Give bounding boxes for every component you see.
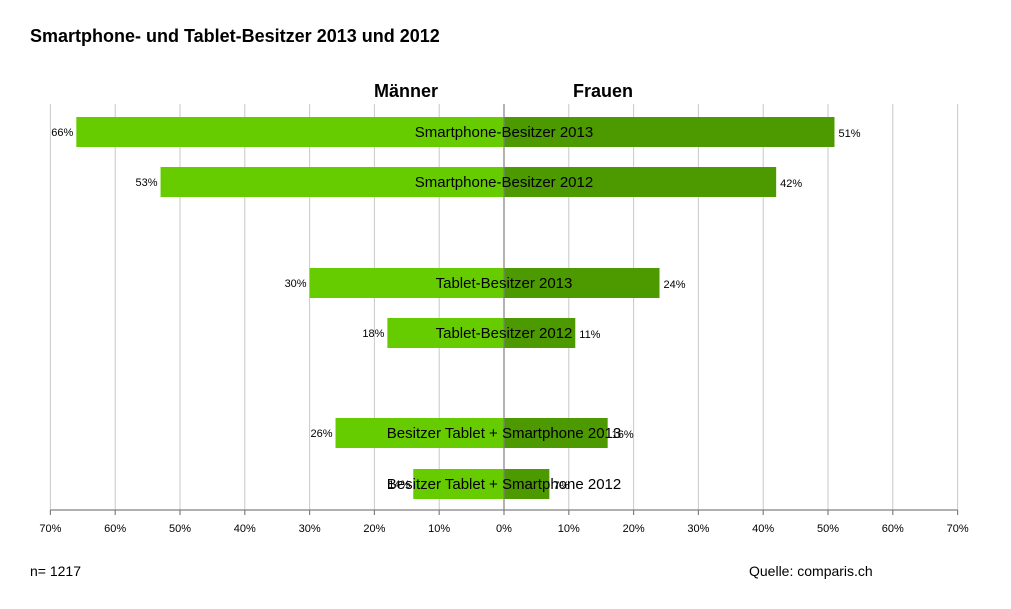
value-label-frauen: 51% <box>838 128 860 140</box>
series-header-frauen: Frauen <box>573 81 633 101</box>
bar-maenner <box>413 469 504 499</box>
x-tick-label: 60% <box>104 523 126 535</box>
bar-frauen <box>504 418 608 448</box>
x-tick-label: 30% <box>299 523 321 535</box>
value-label-maenner: 66% <box>51 127 73 139</box>
x-tick-label: 0% <box>496 523 512 535</box>
axes <box>49 104 959 515</box>
x-tick-label: 70% <box>947 523 969 535</box>
source-label: Quelle: comparis.ch <box>749 563 873 579</box>
x-tick-label: 70% <box>39 523 61 535</box>
x-tick-label: 10% <box>428 523 450 535</box>
bar-maenner <box>76 117 504 147</box>
bar-maenner <box>160 167 504 197</box>
bar-frauen <box>504 268 660 298</box>
category-label: Tablet-Besitzer 2012 <box>436 325 573 342</box>
x-tick-label: 60% <box>882 523 904 535</box>
category-label: Besitzer Tablet + Smartphone 2012 <box>387 476 621 493</box>
value-label-maenner: 14% <box>388 479 410 491</box>
sample-size-label: n= 1217 <box>30 563 81 579</box>
category-label: Smartphone-Besitzer 2013 <box>415 124 593 141</box>
bar-frauen <box>504 469 550 499</box>
category-label: Smartphone-Besitzer 2012 <box>415 174 593 191</box>
x-tick-label: 50% <box>169 523 191 535</box>
value-label-maenner: 26% <box>310 428 332 440</box>
labels: 70% 60% 50% 40% 30% 20% 10% 0% 10% 20% 30% 40% 50% 60… <box>39 81 968 535</box>
bar-maenner <box>335 418 504 448</box>
bar-maenner <box>309 268 504 298</box>
category-label: Tablet-Besitzer 2013 <box>436 275 573 292</box>
value-label-maenner: 53% <box>136 177 158 189</box>
x-tick-label: 40% <box>752 523 774 535</box>
x-tick-label: 10% <box>558 523 580 535</box>
bar-frauen <box>504 167 777 197</box>
bars <box>76 117 835 499</box>
value-label-frauen: 24% <box>664 279 686 291</box>
bar-frauen <box>504 117 835 147</box>
x-tick-label: 20% <box>623 523 645 535</box>
x-tick-label: 30% <box>687 523 709 535</box>
category-label: Besitzer Tablet + Smartphone 2013 <box>387 425 621 442</box>
value-label-frauen: 16% <box>612 429 634 441</box>
value-label-frauen: 11% <box>579 329 600 341</box>
value-label-frauen: 7% <box>553 480 569 492</box>
chart-title: Smartphone- und Tablet-Besitzer 2013 und… <box>30 26 440 46</box>
x-tick-label: 20% <box>363 523 385 535</box>
value-label-maenner: 30% <box>285 278 307 290</box>
value-label-maenner: 18% <box>362 328 384 340</box>
series-header-maenner: Männer <box>374 81 438 101</box>
x-tick-label: 40% <box>234 523 256 535</box>
bar-maenner <box>387 318 504 348</box>
value-label-frauen: 42% <box>780 178 802 190</box>
x-tick-label: 50% <box>817 523 839 535</box>
bar-frauen <box>504 318 576 348</box>
